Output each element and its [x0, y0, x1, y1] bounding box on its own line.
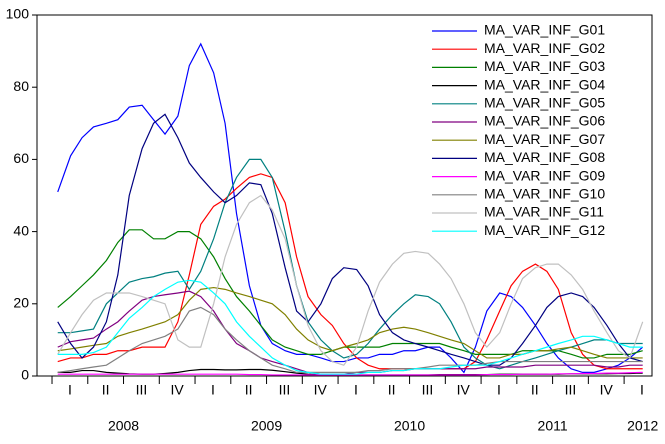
x-tick-label: II: [531, 382, 539, 398]
y-tick-label: 60: [13, 150, 29, 166]
x-tick-label: III: [279, 382, 291, 398]
legend-label: MA_VAR_INF_G01: [484, 22, 605, 38]
x-tick-label: I: [354, 382, 358, 398]
legend-label: MA_VAR_INF_G09: [484, 167, 605, 183]
series-line: [57, 113, 643, 366]
series-line: [57, 194, 644, 366]
x-tick-label: I: [640, 382, 644, 398]
series-line: [57, 173, 643, 370]
x-tick-label: I: [211, 382, 215, 398]
x-tick-label: II: [245, 382, 253, 398]
legend-label: MA_VAR_INF_G03: [484, 58, 605, 74]
legend-label: MA_VAR_INF_G08: [484, 149, 605, 165]
x-tick-label: I: [68, 382, 72, 398]
x-tick-label: IV: [171, 382, 185, 398]
legend-label: MA_VAR_INF_G07: [484, 131, 605, 147]
x-tick-label: II: [388, 382, 396, 398]
y-tick-label: 80: [13, 78, 29, 94]
legend-label: MA_VAR_INF_G05: [484, 95, 605, 111]
year-label: 2011: [538, 418, 568, 434]
series-line: [57, 286, 643, 359]
legend-label: MA_VAR_INF_G10: [484, 186, 605, 202]
x-tick-label: III: [136, 382, 148, 398]
series-line: [57, 229, 643, 359]
x-tick-label: IV: [457, 382, 471, 398]
x-tick-label: I: [497, 382, 501, 398]
year-label: 2008: [108, 418, 139, 434]
series-line: [57, 371, 643, 376]
legend-label: MA_VAR_INF_G12: [484, 222, 605, 238]
legend-label: MA_VAR_INF_G06: [484, 113, 605, 129]
x-tick-label: IV: [600, 382, 614, 398]
y-tick-label: 40: [13, 222, 29, 238]
legend-label: MA_VAR_INF_G04: [484, 76, 605, 92]
series-line: [57, 279, 643, 375]
series-line: [57, 306, 643, 373]
year-label: 2012: [627, 418, 658, 434]
year-label: 2010: [394, 418, 425, 434]
x-tick-label: III: [565, 382, 577, 398]
legend-label: MA_VAR_INF_G11: [484, 204, 604, 220]
y-tick-label: 0: [21, 367, 29, 383]
series-line: [57, 290, 643, 375]
y-tick-label: 20: [13, 295, 29, 311]
x-tick-label: II: [102, 382, 110, 398]
y-tick-label: 100: [6, 6, 30, 22]
legend-label: MA_VAR_INF_G02: [484, 40, 605, 56]
year-label: 2009: [251, 418, 282, 434]
plot-frame: [36, 14, 653, 377]
x-tick-label: IV: [314, 382, 328, 398]
x-tick-label: III: [422, 382, 434, 398]
